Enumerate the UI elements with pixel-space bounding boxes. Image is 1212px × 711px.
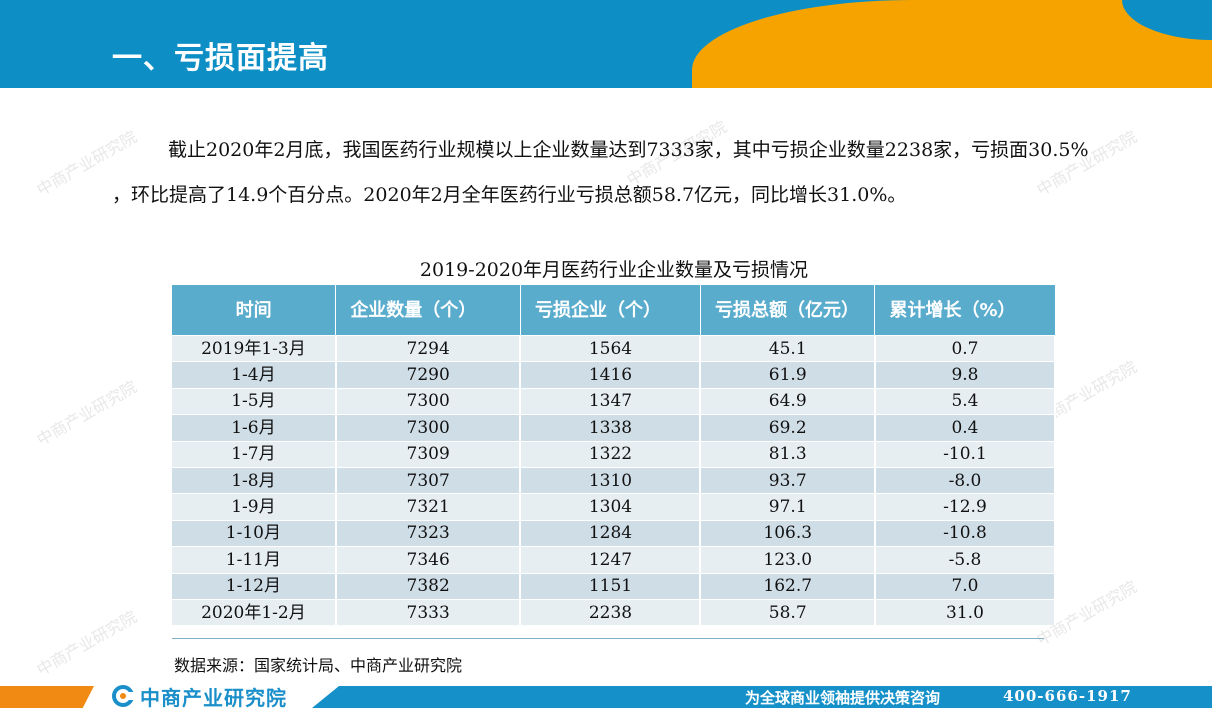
cell-enterprises: 7309 — [335, 440, 522, 468]
cell-time: 1-11月 — [172, 546, 337, 574]
column-header-loss-enterprises: 亏损企业（个） — [520, 285, 701, 336]
cell-loss-enterprises: 1564 — [520, 334, 702, 362]
cell-cumulative-growth: -10.8 — [874, 519, 1057, 547]
cell-enterprises: 7323 — [335, 519, 522, 547]
summary-text: 截止2020年2月底，我国医药行业规模以上企业数量达到7333家，其中亏损企业数… — [112, 139, 1089, 206]
table-row: 1-10月 7323 1284 106.3 -10.8 — [172, 519, 1057, 547]
logo-text: 中商产业研究院 — [140, 685, 287, 710]
cell-time: 1-10月 — [172, 519, 337, 547]
cell-total-loss: 61.9 — [700, 361, 876, 389]
cell-time: 1-4月 — [172, 361, 337, 389]
cell-cumulative-growth: 0.4 — [874, 414, 1057, 442]
cell-total-loss: 69.2 — [700, 414, 876, 442]
cell-enterprises: 7333 — [335, 598, 522, 626]
cell-cumulative-growth: -12.9 — [874, 493, 1057, 521]
logo-icon — [112, 685, 134, 707]
cell-loss-enterprises: 1347 — [520, 387, 702, 415]
cell-enterprises: 7294 — [335, 334, 522, 362]
cell-time: 1-9月 — [172, 493, 337, 521]
cell-total-loss: 64.9 — [700, 387, 876, 415]
column-header-cumulative-growth: 累计增长（%） — [874, 285, 1056, 336]
table-row: 1-11月 7346 1247 123.0 -5.8 — [172, 546, 1057, 574]
cell-enterprises: 7382 — [335, 572, 522, 600]
table-header-row: 时间 企业数量（个） 亏损企业（个） 亏损总额（亿元） 累计增长（%） — [172, 285, 1056, 336]
data-source: 数据来源：国家统计局、中商产业研究院 — [174, 656, 463, 675]
cell-total-loss: 58.7 — [700, 598, 876, 626]
table-row: 2020年1-2月 7333 2238 58.7 31.0 — [172, 598, 1057, 626]
source-divider — [172, 638, 1044, 639]
footer-phone: 400-666-1917 — [1003, 687, 1132, 705]
data-table: 时间 企业数量（个） 亏损企业（个） 亏损总额（亿元） 累计增长（%） 2019… — [172, 285, 1057, 626]
cell-loss-enterprises: 1310 — [520, 466, 702, 494]
cell-time: 1-12月 — [172, 572, 337, 600]
cell-total-loss: 97.1 — [700, 493, 876, 521]
cell-loss-enterprises: 1151 — [520, 572, 702, 600]
cell-cumulative-growth: 0.7 — [874, 334, 1057, 362]
footer-orange-bar — [0, 686, 94, 708]
cell-enterprises: 7300 — [335, 414, 522, 442]
header-orange-swoosh — [692, 0, 1212, 88]
cell-loss-enterprises: 1247 — [520, 546, 702, 574]
table-row: 1-12月 7382 1151 162.7 7.0 — [172, 572, 1057, 600]
cell-time: 1-6月 — [172, 414, 337, 442]
cell-loss-enterprises: 1338 — [520, 414, 702, 442]
cell-cumulative-growth: 5.4 — [874, 387, 1057, 415]
cell-enterprises: 7346 — [335, 546, 522, 574]
cell-enterprises: 7307 — [335, 466, 522, 494]
cell-enterprises: 7300 — [335, 387, 522, 415]
cell-total-loss: 81.3 — [700, 440, 876, 468]
column-header-total-loss: 亏损总额（亿元） — [700, 285, 876, 336]
table-row: 1-4月 7290 1416 61.9 9.8 — [172, 361, 1057, 389]
cell-loss-enterprises: 1284 — [520, 519, 702, 547]
table-row: 1-9月 7321 1304 97.1 -12.9 — [172, 493, 1057, 521]
header-banner: 一、亏损面提高 — [0, 0, 1212, 88]
cell-cumulative-growth: 31.0 — [874, 598, 1057, 626]
footer-blue-bar — [312, 686, 1212, 708]
cell-time: 1-7月 — [172, 440, 337, 468]
cell-enterprises: 7290 — [335, 361, 522, 389]
table-row: 1-6月 7300 1338 69.2 0.4 — [172, 414, 1057, 442]
cell-time: 1-5月 — [172, 387, 337, 415]
cell-total-loss: 106.3 — [700, 519, 876, 547]
footer-slogan: 为全球商业领袖提供决策咨询 — [745, 689, 941, 707]
table-row: 1-7月 7309 1322 81.3 -10.1 — [172, 440, 1057, 468]
cell-cumulative-growth: 7.0 — [874, 572, 1057, 600]
cell-total-loss: 45.1 — [700, 334, 876, 362]
page-title: 一、亏损面提高 — [112, 41, 329, 76]
table-row: 1-8月 7307 1310 93.7 -8.0 — [172, 466, 1057, 494]
cell-time: 1-8月 — [172, 466, 337, 494]
cell-cumulative-growth: -10.1 — [874, 440, 1057, 468]
cell-total-loss: 93.7 — [700, 466, 876, 494]
table-row: 2019年1-3月 7294 1564 45.1 0.7 — [172, 334, 1057, 362]
column-header-time: 时间 — [172, 285, 337, 336]
table-row: 1-5月 7300 1347 64.9 5.4 — [172, 387, 1057, 415]
cell-cumulative-growth: -8.0 — [874, 466, 1057, 494]
cell-total-loss: 162.7 — [700, 572, 876, 600]
cell-enterprises: 7321 — [335, 493, 522, 521]
table-caption: 2019-2020年月医药行业企业数量及亏损情况 — [419, 259, 809, 281]
cell-loss-enterprises: 1416 — [520, 361, 702, 389]
cell-time: 2020年1-2月 — [172, 598, 337, 626]
cell-loss-enterprises: 2238 — [520, 598, 702, 626]
cell-total-loss: 123.0 — [700, 546, 876, 574]
column-header-enterprises: 企业数量（个） — [335, 285, 521, 336]
cell-cumulative-growth: -5.8 — [874, 546, 1057, 574]
cell-time: 2019年1-3月 — [172, 334, 337, 362]
footer-logo: 中商产业研究院 — [112, 683, 287, 710]
cell-cumulative-growth: 9.8 — [874, 361, 1057, 389]
cell-loss-enterprises: 1304 — [520, 493, 702, 521]
summary-paragraph: 截止2020年2月底，我国医药行业规模以上企业数量达到7333家，其中亏损企业数… — [112, 128, 1102, 218]
cell-loss-enterprises: 1322 — [520, 440, 702, 468]
